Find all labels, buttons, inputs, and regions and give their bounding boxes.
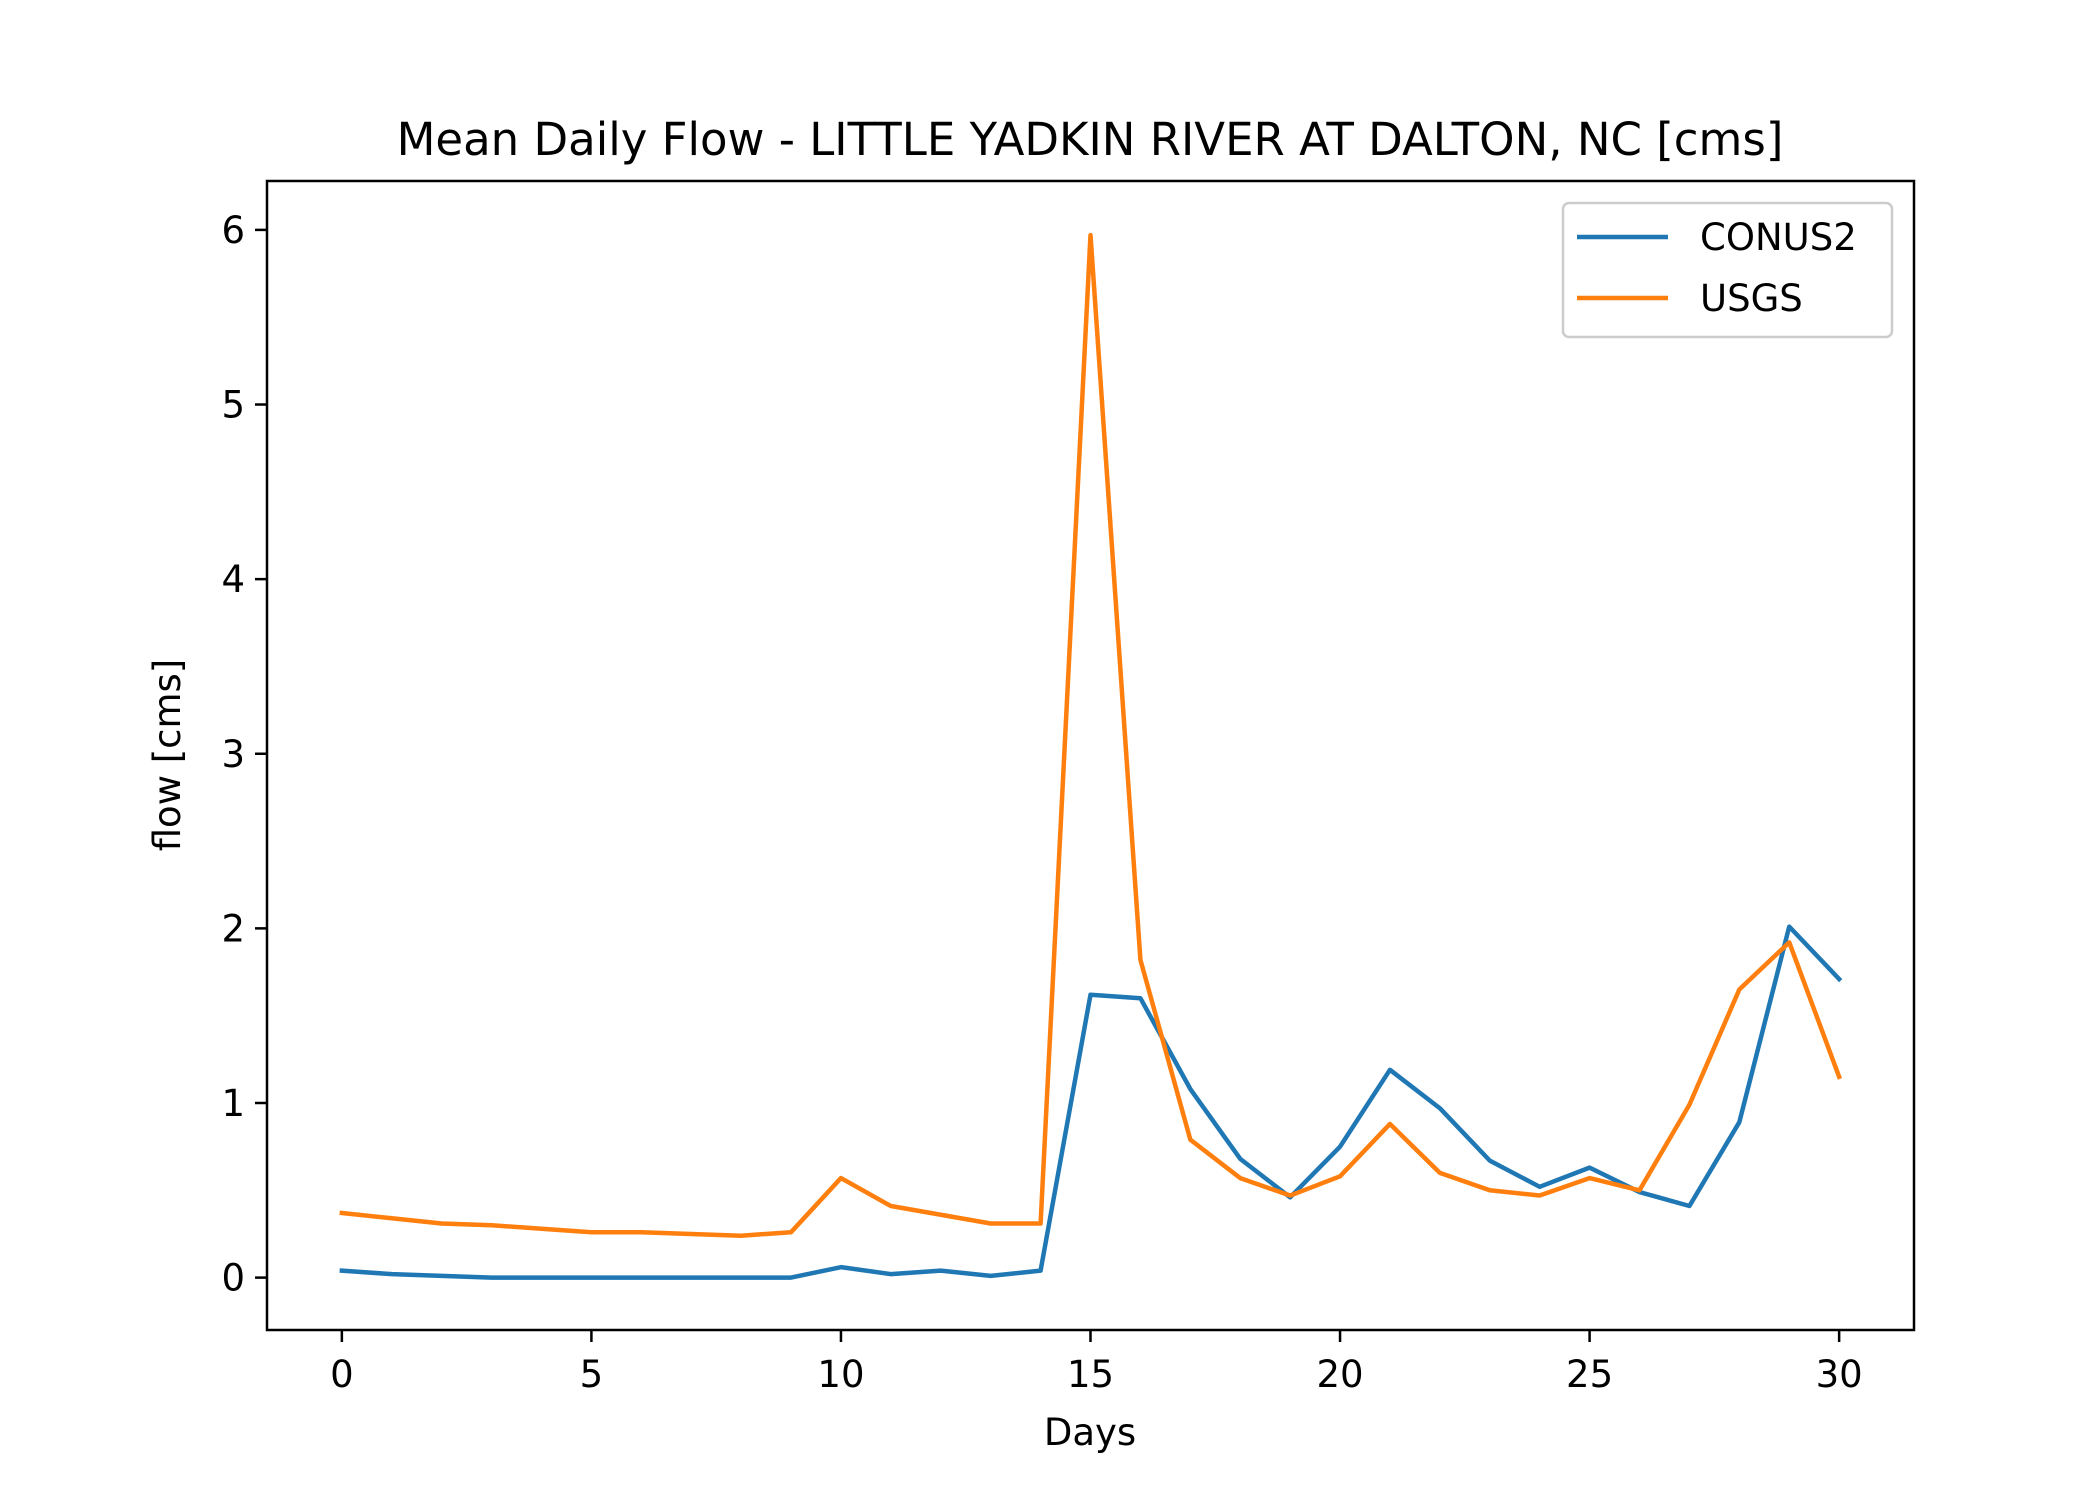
series-layer	[339, 232, 1843, 1280]
series-line-conus2	[339, 924, 1843, 1280]
y-tick-label: 4	[221, 558, 245, 601]
x-tick-label: 30	[1816, 1353, 1863, 1396]
x-tick-label: 25	[1566, 1353, 1613, 1396]
y-axis-label: flow [cms]	[146, 659, 189, 852]
x-tick-label: 15	[1067, 1353, 1114, 1396]
y-tick-label: 6	[221, 209, 245, 252]
legend: CONUS2 USGS	[1561, 201, 1894, 339]
y-tick-label: 1	[221, 1082, 245, 1125]
y-tick-label: 5	[221, 384, 245, 427]
y-tick-label: 2	[221, 907, 245, 950]
series-line-usgs	[339, 232, 1843, 1238]
legend-label-conus2: CONUS2	[1700, 216, 1857, 259]
legend-label-usgs: USGS	[1700, 277, 1803, 320]
x-axis-label: Days	[1044, 1411, 1136, 1454]
y-tick-label: 0	[221, 1257, 245, 1300]
x-tick-label: 0	[330, 1353, 354, 1396]
x-tick-label: 20	[1316, 1353, 1363, 1396]
x-axis-ticks: 0 5 10 15 20 25 30	[330, 1330, 1863, 1396]
chart-title: Mean Daily Flow - LITTLE YADKIN RIVER AT…	[397, 113, 1784, 166]
x-tick-label: 5	[580, 1353, 604, 1396]
y-tick-label: 3	[221, 733, 245, 776]
y-axis-ticks: 0 1 2 3 4 5 6	[221, 209, 267, 1300]
x-tick-label: 10	[817, 1353, 864, 1396]
